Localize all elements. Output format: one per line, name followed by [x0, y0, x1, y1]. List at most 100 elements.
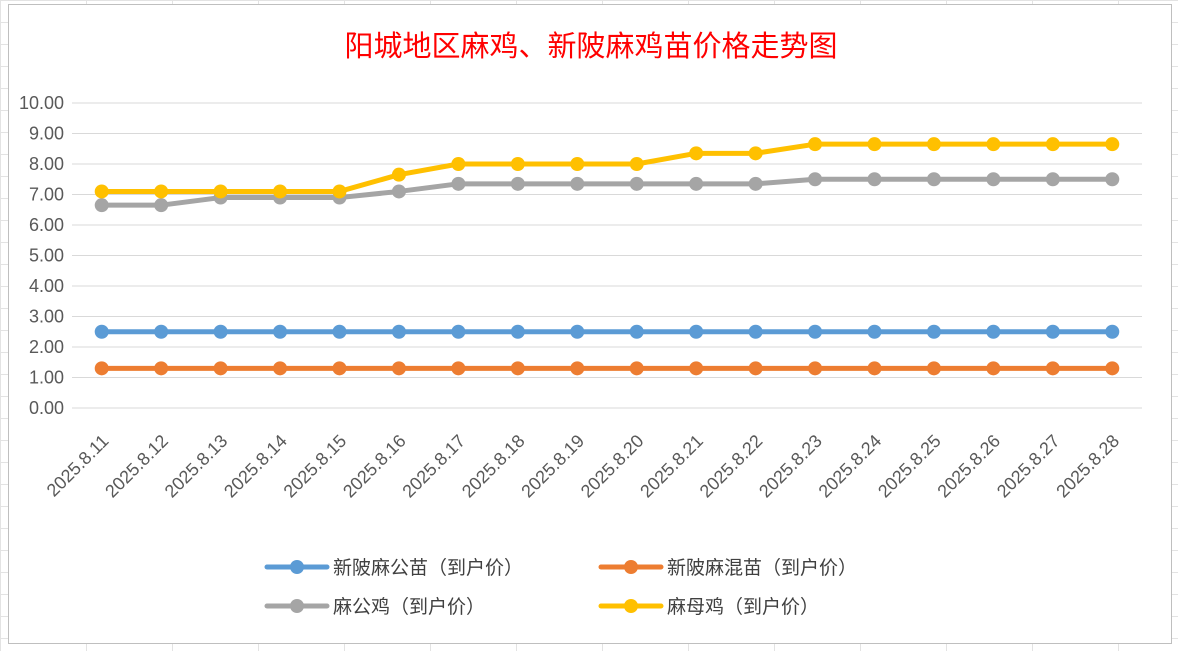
data-point: [273, 324, 288, 339]
chart-title: 阳城地区麻鸡、新陂麻鸡苗价格走势图: [344, 29, 837, 63]
y-tick-label: 0.00: [29, 398, 64, 418]
data-point: [332, 324, 347, 339]
data-point: [451, 324, 466, 339]
data-point: [570, 157, 585, 171]
data-point: [1045, 361, 1060, 376]
x-tick-label: 2025.8.23: [755, 431, 826, 502]
data-point: [808, 324, 823, 339]
x-tick-label: 2025.8.15: [280, 431, 351, 502]
data-point: [1105, 172, 1120, 187]
data-point: [748, 324, 763, 339]
x-tick-label: 2025.8.13: [161, 431, 232, 502]
data-point: [689, 361, 704, 376]
data-point: [748, 176, 763, 191]
data-point: [867, 324, 882, 339]
legend-label: 麻公鸡（到户价）: [333, 596, 485, 618]
y-tick-label: 8.00: [29, 154, 64, 174]
data-point: [213, 324, 228, 339]
x-tick-label: 2025.8.11: [43, 431, 113, 501]
data-point: [1105, 324, 1120, 339]
data-point: [94, 361, 109, 376]
legend-swatch-marker: [290, 599, 304, 613]
data-point: [391, 167, 406, 182]
data-point: [154, 184, 169, 199]
data-point: [273, 361, 288, 376]
legend-swatch-marker: [624, 560, 638, 574]
legend-label: 新陂麻公苗（到户价）: [333, 557, 523, 579]
x-tick-label: 2025.8.20: [577, 431, 648, 502]
y-tick-label: 7.00: [29, 185, 64, 205]
x-tick-label: 2025.8.21: [636, 431, 707, 502]
data-point: [451, 361, 466, 376]
y-tick-label: 9.00: [29, 124, 64, 144]
data-point: [94, 324, 109, 339]
data-point: [570, 361, 585, 376]
x-tick-label: 2025.8.17: [398, 431, 469, 502]
y-tick-label: 2.00: [29, 337, 64, 357]
y-tick-label: 4.00: [29, 276, 64, 296]
data-point: [926, 172, 941, 187]
data-point: [629, 176, 644, 191]
x-tick-label: 2025.8.24: [815, 431, 886, 502]
chart-area[interactable]: 阳城地区麻鸡、新陂麻鸡苗价格走势图 0.00 1.00 2.00 3.00 4.00 5.…: [8, 4, 1172, 644]
x-tick-label: 2025.8.22: [696, 431, 767, 502]
data-point: [391, 324, 406, 339]
data-point: [689, 146, 704, 161]
x-tick-label: 2025.8.26: [933, 431, 1004, 502]
data-point: [1105, 361, 1120, 376]
data-point: [391, 361, 406, 376]
data-point: [154, 324, 169, 339]
data-point: [629, 157, 644, 171]
data-point: [1045, 137, 1060, 152]
gridlines: [72, 102, 1142, 409]
data-point: [1045, 324, 1060, 339]
data-point: [926, 137, 941, 152]
data-point: [1105, 137, 1120, 152]
data-point: [689, 176, 704, 191]
series-lines: [94, 137, 1120, 376]
legend-item[interactable]: 麻公鸡（到户价）: [264, 596, 485, 618]
x-tick-label: 2025.8.12: [101, 431, 172, 502]
series-line: [99, 141, 1115, 194]
y-tick-label: 3.00: [29, 307, 64, 327]
series-line: [99, 176, 1115, 208]
data-point: [94, 198, 109, 213]
data-point: [213, 184, 228, 199]
legend-item[interactable]: 新陂麻混苗（到户价）: [598, 557, 857, 579]
data-point: [391, 184, 406, 199]
data-point: [808, 172, 823, 187]
legend-label: 新陂麻混苗（到户价）: [667, 557, 857, 579]
data-point: [629, 324, 644, 339]
data-point: [273, 184, 288, 199]
data-point: [451, 157, 466, 171]
x-tick-label: 2025.8.28: [1052, 431, 1123, 502]
x-tick-label: 2025.8.18: [458, 431, 529, 502]
data-point: [748, 146, 763, 161]
legend-swatch-marker: [290, 560, 304, 574]
legend-label: 麻母鸡（到户价）: [667, 596, 819, 618]
legend[interactable]: 新陂麻公苗（到户价） 新陂麻混苗（到户价） 麻公鸡（到户价） 麻母鸡（到户价）: [264, 557, 857, 618]
series-4: [94, 137, 1120, 199]
series-3: [94, 172, 1120, 213]
x-tick-label: 2025.8.27: [993, 431, 1064, 502]
data-point: [926, 324, 941, 339]
data-point: [154, 198, 169, 213]
legend-item[interactable]: 麻母鸡（到户价）: [598, 596, 819, 618]
data-point: [510, 176, 525, 191]
y-tick-label: 1.00: [29, 368, 64, 388]
data-point: [451, 176, 466, 191]
legend-swatch-marker: [624, 599, 638, 613]
series-2: [94, 361, 1120, 376]
data-point: [629, 361, 644, 376]
data-point: [213, 361, 228, 376]
data-point: [689, 324, 704, 339]
y-tick-label: 5.00: [29, 246, 64, 266]
data-point: [867, 172, 882, 187]
data-point: [570, 324, 585, 339]
data-point: [986, 137, 1001, 152]
x-tick-label: 2025.8.16: [339, 431, 410, 502]
y-tick-label: 6.00: [29, 215, 64, 235]
data-point: [94, 184, 109, 199]
data-point: [986, 324, 1001, 339]
legend-item[interactable]: 新陂麻公苗（到户价）: [264, 557, 523, 579]
